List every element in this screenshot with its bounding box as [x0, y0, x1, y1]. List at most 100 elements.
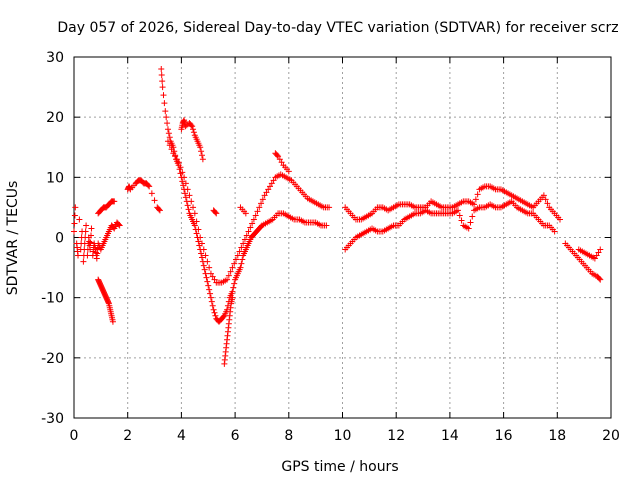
x-tick-label: 14: [441, 428, 459, 444]
data-point: [87, 239, 94, 246]
y-tick-label: -20: [41, 351, 64, 367]
data-point: [249, 220, 256, 227]
series-upper-arc: [164, 138, 333, 286]
data-point: [326, 204, 333, 211]
data-point: [75, 252, 82, 259]
data-point: [185, 206, 192, 213]
series-late-tail: [562, 240, 604, 283]
data-point: [229, 294, 236, 301]
data-point: [471, 201, 478, 208]
data-point: [276, 156, 283, 163]
data-point: [170, 150, 177, 157]
data-point: [111, 198, 118, 205]
data-point: [198, 240, 205, 247]
data-point: [242, 210, 249, 217]
chart-title: Day 057 of 2026, Sidereal Day-to-day VTE…: [57, 20, 618, 36]
data-point: [173, 156, 180, 163]
series-later-upper: [342, 183, 563, 223]
data-point: [177, 164, 184, 171]
data-point: [198, 148, 205, 155]
data-point: [234, 252, 241, 259]
data-point: [252, 212, 259, 219]
series-low-tail: [221, 294, 236, 367]
data-point: [597, 246, 604, 253]
data-point: [227, 268, 234, 275]
data-point: [265, 186, 272, 193]
data-point: [193, 218, 200, 225]
data-point: [200, 246, 207, 253]
data-point: [195, 238, 202, 245]
data-point: [162, 108, 169, 115]
data-point: [209, 273, 216, 280]
data-point: [188, 198, 195, 205]
axis-ticks: 0 2 4 6 8 10 12 14 16 18 20 -30 -20 -10 0 10 20 30: [41, 50, 620, 444]
data-point: [179, 178, 186, 185]
data-point: [224, 306, 231, 313]
data-point: [593, 252, 600, 259]
data-point: [230, 284, 237, 291]
data-point: [166, 134, 173, 141]
data-point: [191, 222, 198, 229]
data-point: [596, 275, 603, 282]
data-point: [595, 249, 602, 256]
data-point: [172, 153, 179, 160]
data-point: [207, 290, 214, 297]
data-point: [188, 122, 195, 129]
data-point: [238, 244, 245, 251]
data-point: [164, 138, 171, 145]
data-point: [213, 210, 220, 217]
data-point: [278, 159, 285, 166]
data-point: [469, 213, 476, 220]
data-point: [83, 222, 90, 229]
data-point: [198, 254, 205, 261]
data-point: [209, 302, 216, 309]
data-point: [182, 180, 189, 187]
data-point: [542, 196, 549, 203]
data-point: [175, 159, 182, 166]
data-point: [87, 246, 94, 253]
data-point: [168, 146, 175, 153]
data-point: [197, 234, 204, 241]
data-point: [267, 183, 274, 190]
y-axis-label: SDTVAR / TECUs: [5, 181, 21, 296]
data-point: [229, 288, 236, 295]
data-point: [84, 252, 91, 259]
data-point: [151, 197, 158, 204]
data-point: [164, 120, 171, 127]
y-tick-label: 10: [46, 170, 64, 186]
data-point: [184, 186, 191, 193]
data-point: [190, 129, 197, 136]
data-point: [158, 72, 165, 79]
data-point: [268, 180, 275, 187]
data-point: [72, 204, 79, 211]
data-point: [184, 202, 191, 209]
x-tick-label: 20: [602, 428, 620, 444]
x-tick-label: 18: [548, 428, 566, 444]
x-tick-label: 6: [231, 428, 240, 444]
data-point: [254, 208, 261, 215]
data-point: [94, 250, 101, 257]
data-point: [208, 298, 215, 305]
data-point: [190, 204, 197, 211]
data-point: [211, 309, 218, 316]
data-point: [206, 286, 213, 293]
data-point: [236, 248, 243, 255]
data-point: [323, 222, 330, 229]
y-tick-label: 30: [46, 50, 64, 66]
data-point: [231, 280, 238, 287]
data-point: [551, 228, 558, 235]
data-point: [200, 262, 207, 269]
data-point: [198, 250, 205, 257]
data-point: [540, 192, 547, 199]
data-point: [247, 224, 254, 231]
data-point: [591, 255, 598, 262]
x-tick-label: 16: [495, 428, 513, 444]
grid-lines: [74, 57, 611, 418]
data-point: [159, 78, 166, 85]
data-point: [195, 226, 202, 233]
data-point: [165, 130, 172, 137]
data-point: [115, 221, 122, 228]
data-point: [556, 216, 563, 223]
data-point: [202, 270, 209, 277]
